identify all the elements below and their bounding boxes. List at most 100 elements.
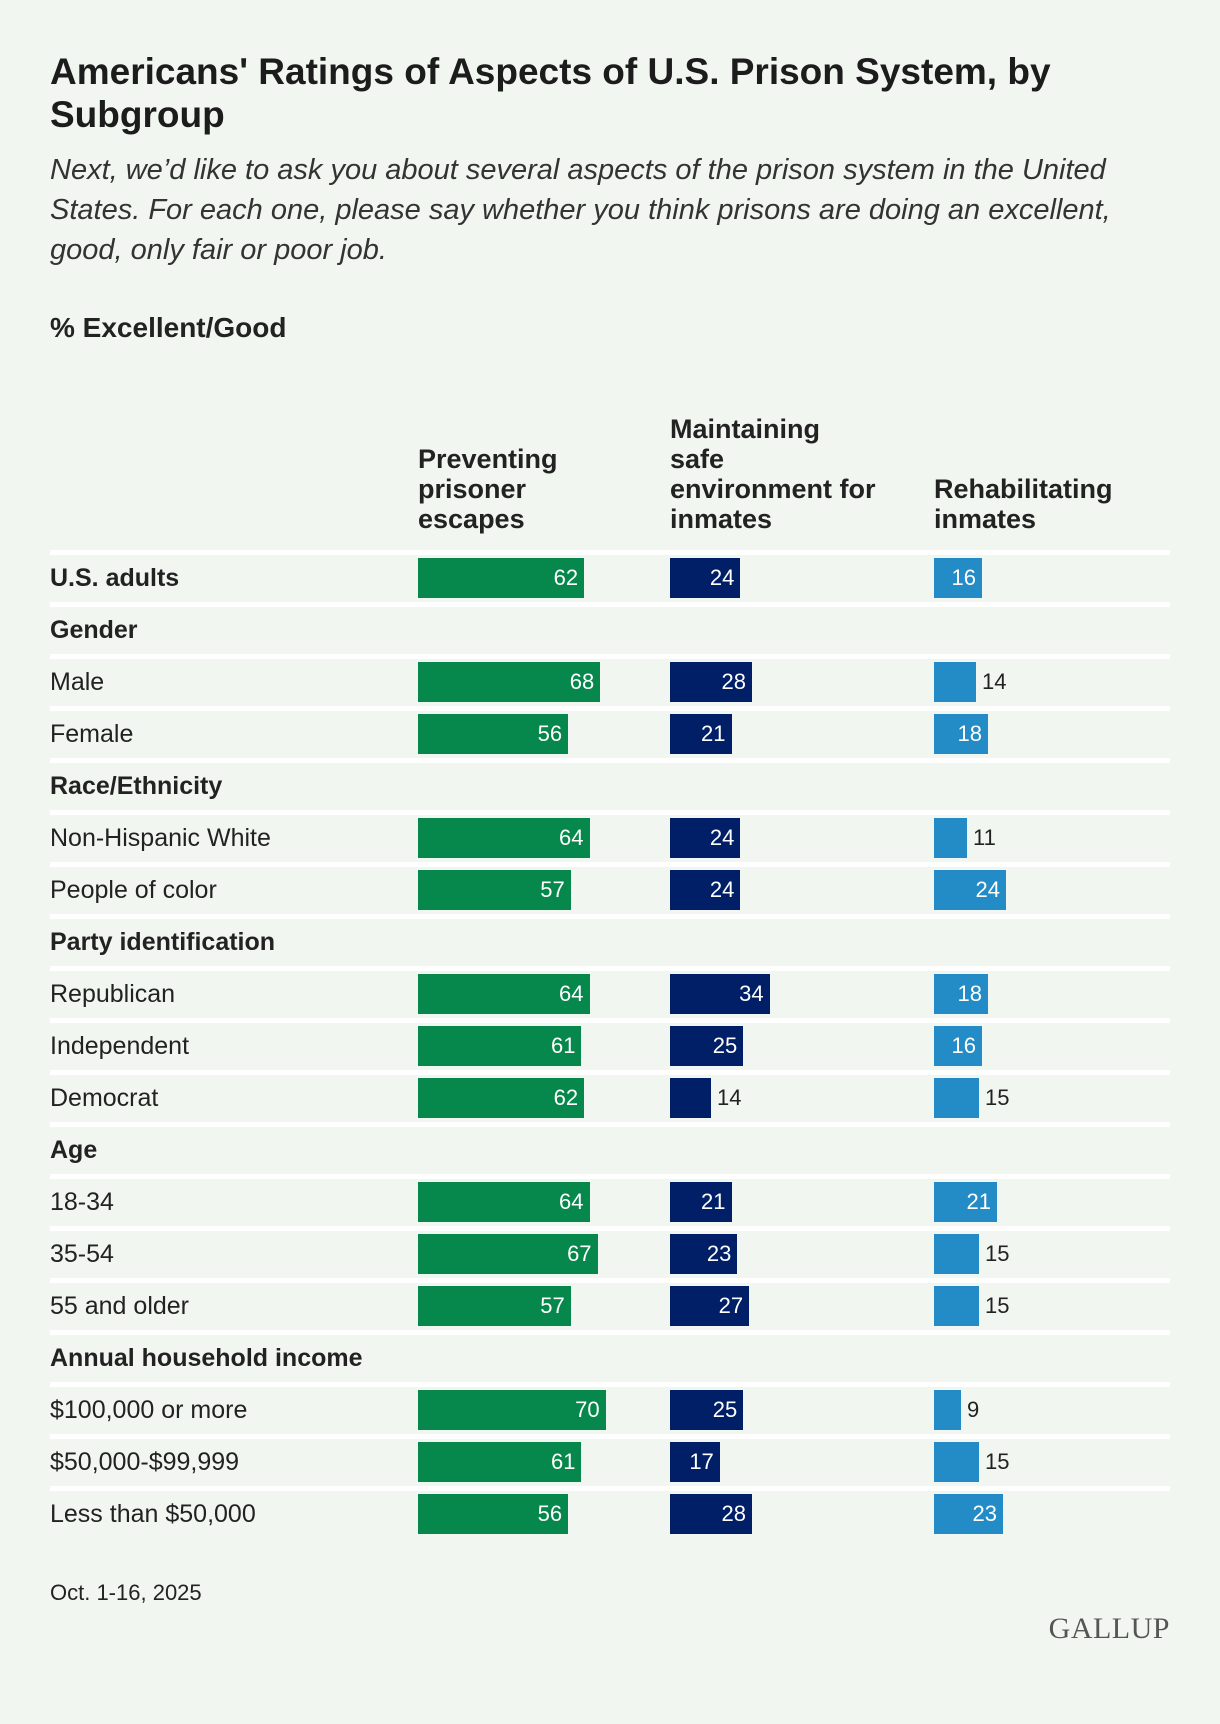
bar [934,1182,997,1222]
data-label: 15 [985,1085,1010,1110]
table-row: Annual household income [50,1330,1170,1382]
bar [418,818,590,858]
bar [670,1078,712,1118]
bar [934,1078,979,1118]
data-label: 21 [701,1189,726,1214]
data-label: 21 [701,721,726,746]
measure-label: % Excellent/Good [50,312,287,343]
bar [934,1390,961,1430]
row-label: 35-54 [50,1240,114,1268]
bar [670,662,753,702]
table-row: Party identification [50,914,1170,966]
row-label: Male [50,668,105,696]
row-label: People of color [50,876,217,904]
data-label: 57 [540,1293,565,1318]
bar [670,870,741,910]
data-label: 23 [972,1501,997,1526]
data-label: 34 [739,981,764,1006]
table-row: 18-34 64 21 21 [50,1174,1170,1226]
table-row: Democrat 62 14 15 [50,1070,1170,1122]
row-label: Less than $50,000 [50,1500,256,1528]
bar [418,974,590,1014]
gallup-logo: GALLUP [1048,1612,1170,1645]
row-label: Age [50,1136,98,1164]
chart-subtitle: Next, we’d like to ask you about several… [50,154,1111,266]
bar [670,714,732,754]
data-label: 17 [689,1449,714,1474]
bar [670,1026,744,1066]
bar [670,1390,744,1430]
bar [934,818,967,858]
bar [934,662,976,702]
table-row: People of color 57 24 24 [50,862,1170,914]
bar [934,558,982,598]
data-label: 14 [717,1085,742,1110]
data-label: 9 [967,1397,980,1422]
bar [418,662,601,702]
table-row: U.S. adults 62 24 16 [50,550,1170,602]
bar [418,870,571,910]
data-label: 14 [982,669,1007,694]
bar [418,1286,571,1326]
row-label: $100,000 or more [50,1396,248,1424]
bar [670,1442,720,1482]
data-label: 62 [553,1085,579,1110]
bar [418,1026,582,1066]
bar [418,1078,585,1118]
data-label: 21 [966,1189,991,1214]
bar [418,1442,582,1482]
bar [934,1234,979,1274]
data-label: 27 [718,1293,744,1318]
data-label: 28 [721,1501,747,1526]
data-label: 15 [985,1241,1010,1266]
row-label: 55 and older [50,1292,190,1320]
bar [670,818,741,858]
row-label: Gender [50,616,138,644]
row-label: Independent [50,1032,190,1060]
table-row: Gender [50,602,1170,654]
bar [670,974,770,1014]
row-label: Non-Hispanic White [50,824,271,852]
data-label: 61 [550,1449,576,1474]
data-label: 25 [712,1033,738,1058]
table-row: Male 68 28 14 [50,654,1170,706]
data-label: 56 [537,721,563,746]
bar [418,558,585,598]
bar [934,1494,1003,1534]
table-row: 35-54 67 23 15 [50,1226,1170,1278]
data-label: 24 [709,825,735,850]
row-label: Race/Ethnicity [50,772,223,800]
bar [670,1182,732,1222]
bar [934,974,988,1014]
bar [418,714,569,754]
table-row: Non-Hispanic White 64 24 11 [50,810,1170,862]
bar [670,1494,753,1534]
data-label: 24 [975,877,1000,902]
data-label: 25 [712,1397,738,1422]
table-row: Age [50,1122,1170,1174]
date-note: Oct. 1-16, 2025 [50,1580,202,1605]
data-label: 15 [985,1293,1010,1318]
bar [934,1026,982,1066]
data-label: 24 [709,565,735,590]
data-label: 57 [540,877,565,902]
table-row: $50,000-$99,999 61 17 15 [50,1434,1170,1486]
table-row: Race/Ethnicity [50,758,1170,810]
data-label: 28 [721,669,747,694]
row-label: Female [50,720,134,748]
table-row: Less than $50,000 56 28 23 [50,1486,1170,1538]
data-label: 16 [951,565,976,590]
row-label: Republican [50,980,176,1008]
data-label: 16 [951,1033,976,1058]
table-row: Female 56 21 18 [50,706,1170,758]
data-label: 67 [567,1241,592,1266]
table-row: Republican 64 34 18 [50,966,1170,1018]
bar [418,1234,598,1274]
data-label: 15 [985,1449,1010,1474]
data-label: 56 [537,1501,563,1526]
data-label: 18 [957,721,982,746]
row-label: Democrat [50,1084,159,1112]
data-label: 61 [550,1033,576,1058]
data-label: 64 [559,1189,584,1214]
bar [418,1494,569,1534]
